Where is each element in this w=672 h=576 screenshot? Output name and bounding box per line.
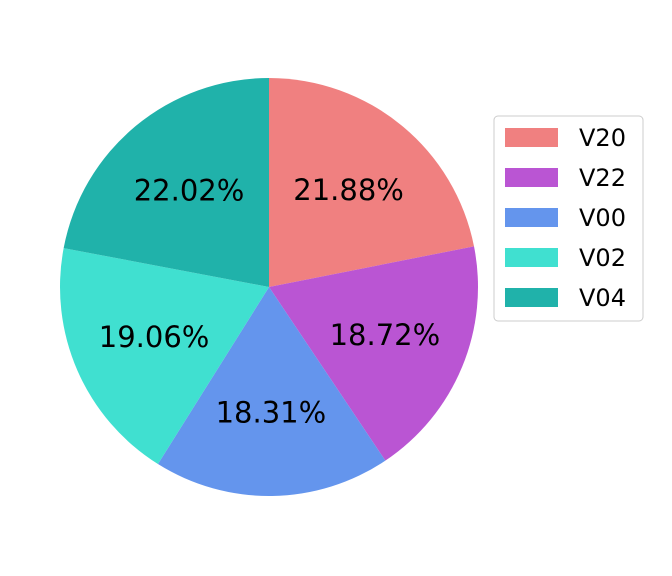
pie-slice-v04 xyxy=(63,78,269,287)
pie-label-v02: 19.06% xyxy=(99,320,210,354)
legend-label-v04: V04 xyxy=(579,284,626,312)
pie-label-v22: 18.72% xyxy=(330,318,441,352)
pie-slice-v22 xyxy=(269,246,478,461)
legend-swatch-v04 xyxy=(505,288,558,307)
pie-slice-v00 xyxy=(157,287,386,496)
legend-label-v22: V22 xyxy=(579,164,626,192)
pie-label-v20: 21.88% xyxy=(293,173,404,207)
legend-swatch-v20 xyxy=(505,128,558,147)
pie-percent-labels: 21.88% 18.72% 18.31% 19.06% 22.02% xyxy=(99,173,440,429)
legend-label-v02: V02 xyxy=(579,244,626,272)
legend-items: V20 V22 V00 V02 V04 xyxy=(505,124,626,312)
pie-slice-v20 xyxy=(269,78,475,287)
pie-slice-v02 xyxy=(60,248,269,465)
legend-label-v00: V00 xyxy=(579,204,626,232)
pie-slices xyxy=(60,78,478,496)
legend-frame xyxy=(493,115,644,322)
legend-swatch-v22 xyxy=(505,168,558,187)
pie-label-v00: 18.31% xyxy=(216,395,327,429)
legend-swatch-v02 xyxy=(505,248,558,267)
legend-swatch-v00 xyxy=(505,208,558,227)
legend: V20 V22 V00 V02 V04 xyxy=(493,115,644,322)
legend-label-v20: V20 xyxy=(579,124,626,152)
pie-label-v04: 22.02% xyxy=(134,173,245,207)
